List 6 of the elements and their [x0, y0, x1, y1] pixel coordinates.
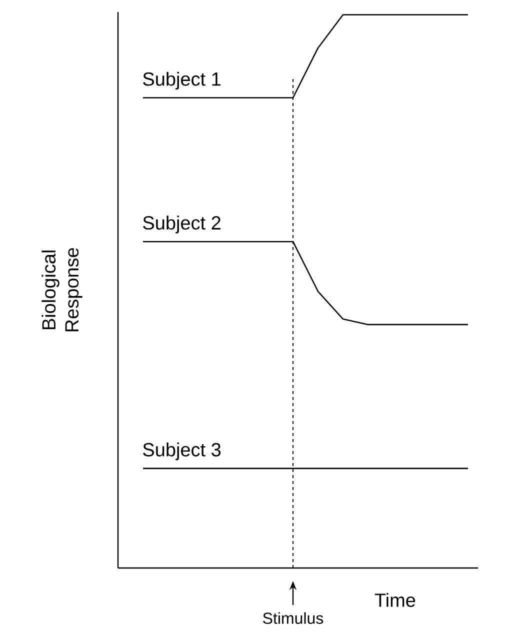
- series-label: Subject 3: [143, 442, 221, 460]
- y-axis-title: Biological Response: [42, 248, 82, 332]
- x-axis-title: Time: [374, 593, 416, 607]
- text: Stimulus: [263, 612, 324, 624]
- series-label: Subject 1: [143, 72, 220, 90]
- series-label: Subject 2: [143, 216, 220, 234]
